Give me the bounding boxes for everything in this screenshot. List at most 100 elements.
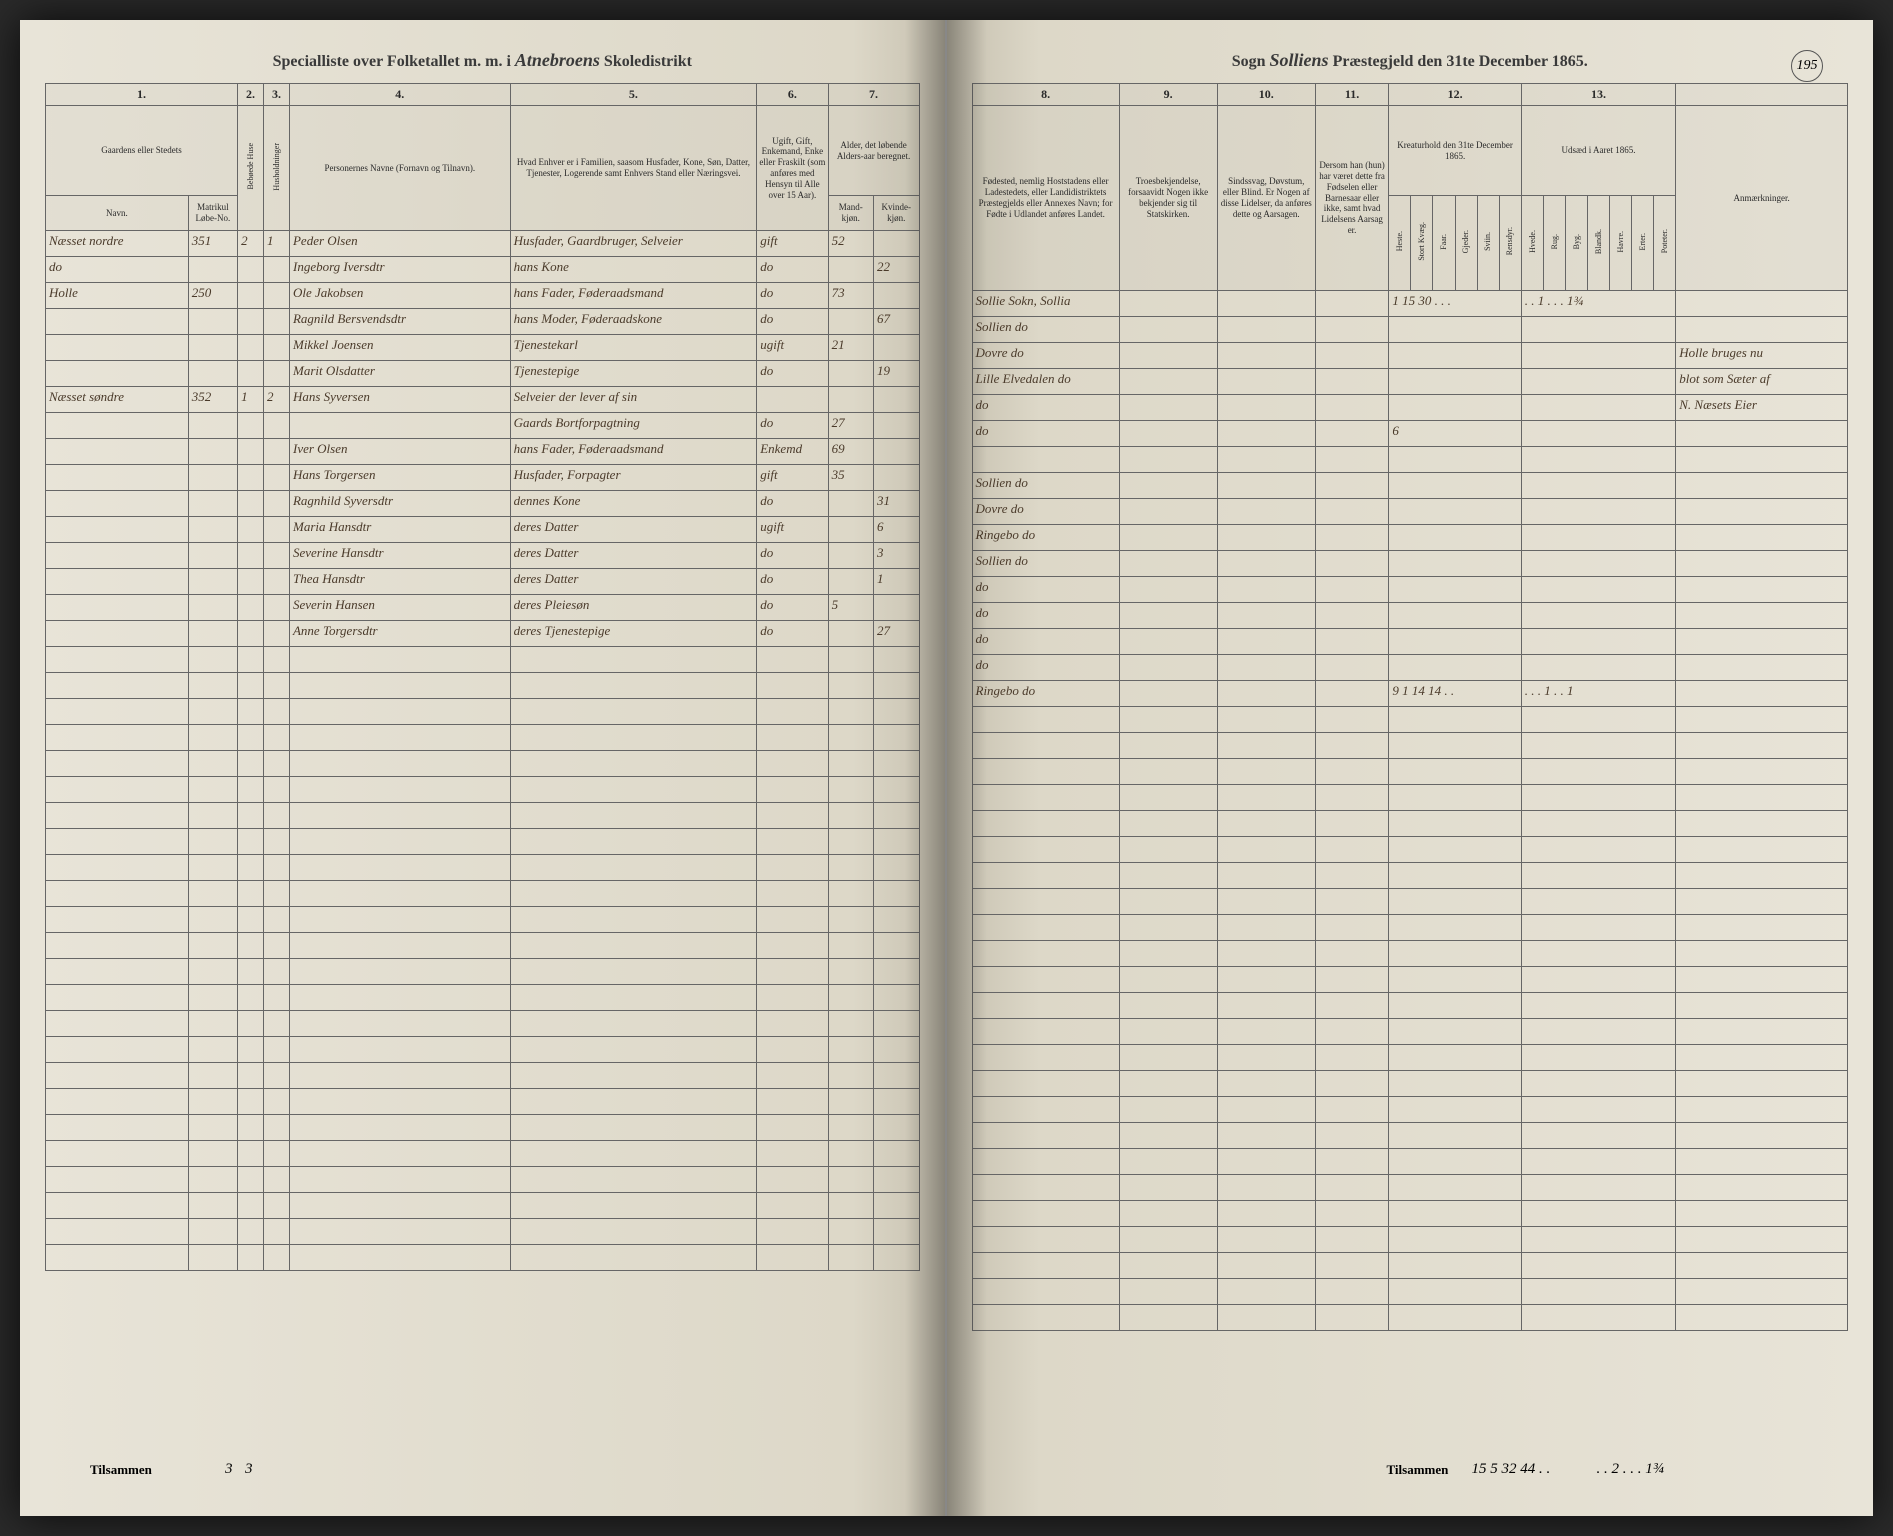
table-cell — [1521, 551, 1675, 577]
col8-head: Fødested, nemlig Hoststadens eller Lades… — [972, 106, 1119, 291]
table-cell — [1521, 655, 1675, 681]
table-cell — [238, 517, 264, 543]
table-cell: do — [757, 361, 828, 387]
table-cell — [1389, 551, 1521, 577]
table-cell — [264, 543, 290, 569]
table-cell: hans Moder, Føderaadskone — [510, 309, 757, 335]
table-cell: Ragnild Bersvendsdtr — [289, 309, 510, 335]
table-cell: do — [757, 309, 828, 335]
table-cell — [1521, 395, 1675, 421]
table-cell: Næsset nordre — [46, 231, 189, 257]
table-cell — [828, 361, 873, 387]
table-cell — [1389, 499, 1521, 525]
col7-head: Alder, det løbende Alders-aar beregnet. — [828, 106, 919, 196]
table-cell: Lille Elvedalen do — [972, 369, 1119, 395]
table-cell — [188, 569, 237, 595]
table-cell — [874, 231, 919, 257]
col3-head: Husholdninger — [264, 106, 290, 231]
table-cell — [1521, 421, 1675, 447]
table-cell — [46, 491, 189, 517]
col1a-head: Navn. — [46, 196, 189, 231]
col7a-head: Mand-kjøn. — [828, 196, 873, 231]
table-cell: do — [972, 395, 1119, 421]
col6-head: Ugift, Gift, Enkemand, Enke eller Fraski… — [757, 106, 828, 231]
table-cell — [264, 439, 290, 465]
table-cell — [1676, 629, 1848, 655]
table-cell — [1119, 499, 1217, 525]
table-cell: do — [757, 543, 828, 569]
table-cell: hans Fader, Føderaadsmand — [510, 283, 757, 309]
left-header: Specialliste over Folketallet m. m. i At… — [45, 50, 920, 71]
col1b-head: Matrikul Løbe-No. — [188, 196, 237, 231]
table-cell: Tjenestekarl — [510, 335, 757, 361]
table-cell — [1217, 499, 1315, 525]
table-cell: 2 — [264, 387, 290, 413]
table-cell — [1315, 655, 1389, 681]
table-cell — [188, 491, 237, 517]
table-cell — [188, 413, 237, 439]
table-cell — [264, 517, 290, 543]
table-cell — [828, 621, 873, 647]
table-cell — [188, 517, 237, 543]
table-cell — [264, 361, 290, 387]
col12-head: Kreaturhold den 31te December 1865. — [1389, 106, 1521, 196]
table-cell — [1217, 551, 1315, 577]
table-cell — [188, 465, 237, 491]
table-cell: 31 — [874, 491, 919, 517]
table-cell — [1676, 603, 1848, 629]
table-cell — [1315, 447, 1389, 473]
table-cell — [188, 309, 237, 335]
header-prefix: Specialliste over Folketallet m. m. i — [273, 53, 511, 70]
table-cell — [874, 465, 919, 491]
table-cell — [1389, 525, 1521, 551]
table-cell — [264, 621, 290, 647]
table-cell — [1217, 447, 1315, 473]
table-cell — [1676, 291, 1848, 317]
table-cell — [1119, 343, 1217, 369]
table-cell: Dovre do — [972, 499, 1119, 525]
table-cell: Iver Olsen — [289, 439, 510, 465]
table-cell — [46, 335, 189, 361]
table-cell — [238, 413, 264, 439]
table-cell: Enkemd — [757, 439, 828, 465]
table-cell — [1119, 447, 1217, 473]
table-cell — [264, 309, 290, 335]
h13f: Erter. — [1632, 196, 1654, 291]
table-cell: do — [972, 577, 1119, 603]
table-cell: 1 — [238, 387, 264, 413]
table-cell: 52 — [828, 231, 873, 257]
table-cell — [238, 491, 264, 517]
col6-num: 6. — [757, 84, 828, 106]
table-cell — [874, 595, 919, 621]
table-cell: Gaards Bortforpagtning — [510, 413, 757, 439]
table-cell — [1119, 655, 1217, 681]
table-cell: 1 15 30 . . . — [1389, 291, 1521, 317]
table-cell: deres Pleiesøn — [510, 595, 757, 621]
table-cell: Severine Hansdtr — [289, 543, 510, 569]
h13g: Poteter. — [1654, 196, 1676, 291]
table-cell — [1315, 603, 1389, 629]
table-cell — [46, 439, 189, 465]
col1-head: Gaardens eller Stedets — [46, 106, 238, 196]
table-cell: 3 — [874, 543, 919, 569]
table-cell — [874, 335, 919, 361]
table-cell — [828, 569, 873, 595]
col11-num: 11. — [1315, 84, 1389, 106]
table-cell — [828, 517, 873, 543]
table-cell — [238, 257, 264, 283]
h12b: Stort Kvæg. — [1411, 196, 1433, 291]
table-cell — [828, 543, 873, 569]
right-page: 195 Sogn Solliens Præstegjeld den 31te D… — [947, 20, 1874, 1516]
table-cell — [1217, 291, 1315, 317]
header-district: Atnebroens — [515, 50, 600, 70]
col8-num: 8. — [972, 84, 1119, 106]
table-cell — [1521, 317, 1675, 343]
col12-num: 12. — [1389, 84, 1521, 106]
table-cell — [1521, 473, 1675, 499]
table-cell — [1315, 577, 1389, 603]
table-cell: Ringebo do — [972, 681, 1119, 707]
table-cell — [46, 517, 189, 543]
h12a: Heste. — [1389, 196, 1411, 291]
right-total-c13: . . 2 . . . 1¾ — [1597, 1461, 1665, 1478]
table-cell: 6 — [1389, 421, 1521, 447]
